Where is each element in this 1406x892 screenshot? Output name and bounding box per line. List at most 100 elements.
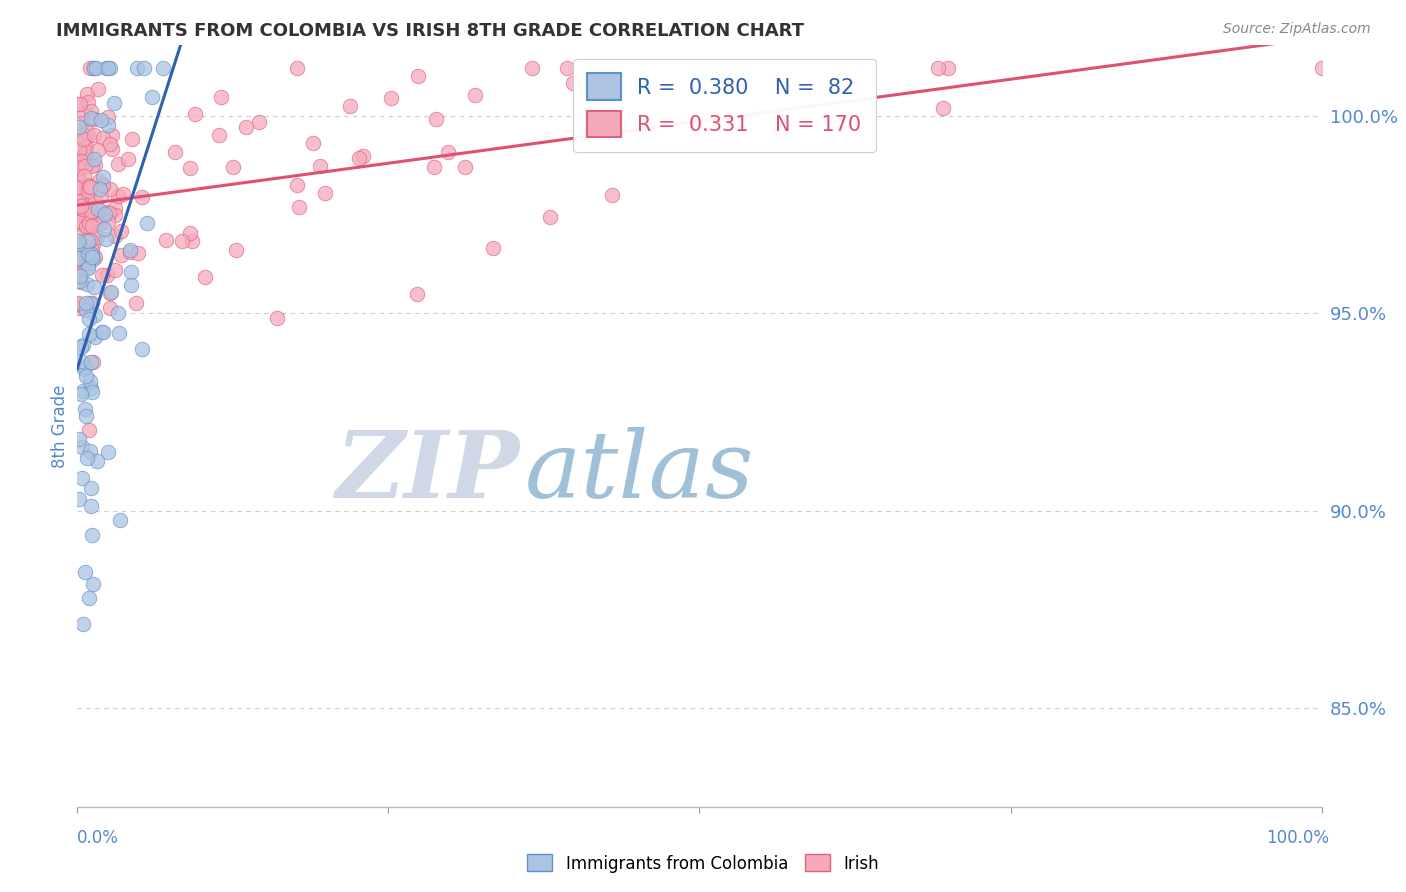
Point [72,338,94,352]
Legend: R =  0.380    N =  82, R =  0.331    N = 170: R = 0.380 N = 82, R = 0.331 N = 170 [572,59,876,152]
Point [97,62,120,76]
Point [83,280,105,294]
Point [209,90,232,104]
Point [80,250,103,264]
Point [73,106,96,120]
Point [425,112,447,126]
Point [602,188,624,202]
Point [288,200,311,214]
Point [76,125,98,139]
Point [104,208,127,222]
Point [100,285,122,299]
Point [184,107,207,121]
Point [104,201,127,215]
Point [89,182,111,196]
Point [72,243,94,257]
Y-axis label: 8th Grade: 8th Grade [51,384,69,467]
Point [103,95,125,110]
Point [75,147,97,161]
Point [94,205,117,219]
Point [91,325,114,339]
Point [79,207,101,221]
Point [104,263,127,277]
Point [66,265,89,279]
Point [69,269,91,284]
Point [66,244,89,258]
Point [82,62,104,76]
Point [117,152,139,166]
Point [75,233,97,247]
Point [208,128,231,143]
Point [66,180,89,194]
Point [69,97,91,112]
Point [80,381,103,395]
Point [79,180,101,194]
Point [66,252,89,267]
Point [69,273,91,287]
Point [98,285,121,300]
Point [104,228,127,243]
Point [76,95,98,109]
Point [111,186,134,201]
Point [69,248,91,262]
Point [70,154,93,169]
Point [94,232,117,246]
Point [120,265,142,279]
Point [98,206,121,220]
Point [73,152,96,166]
Point [70,116,93,130]
Point [91,178,114,193]
Point [89,217,111,231]
Point [380,91,402,105]
Point [73,401,96,416]
Point [120,245,142,260]
Point [76,277,98,291]
Point [80,247,103,261]
Point [75,295,97,310]
Point [179,226,201,240]
Point [75,145,97,160]
Text: 0.0%: 0.0% [77,829,120,847]
Point [97,444,120,458]
Point [67,229,90,244]
Point [314,186,336,200]
Point [91,179,114,194]
Point [67,213,90,227]
Point [66,251,89,265]
Point [91,325,114,339]
Point [73,255,96,269]
Point [69,199,91,213]
Point [72,148,94,162]
Point [100,142,122,156]
Point [69,123,91,137]
Point [80,103,103,118]
Point [79,591,101,605]
Point [96,268,118,282]
Point [90,268,112,282]
Legend: Immigrants from Colombia, Irish: Immigrants from Colombia, Irish [520,847,886,880]
Point [77,178,100,193]
Point [82,384,104,399]
Point [70,186,93,200]
Point [76,260,98,275]
Point [79,327,101,342]
Point [82,252,104,267]
Point [76,87,98,102]
Point [69,353,91,368]
Point [73,169,96,183]
Point [247,115,270,129]
Point [76,450,98,465]
Point [83,62,105,76]
Point [77,312,100,326]
Point [72,179,94,194]
Point [120,278,142,293]
Point [73,202,96,216]
Point [83,152,105,166]
Point [454,160,477,174]
Point [86,230,108,244]
Point [67,120,90,134]
Point [66,201,89,215]
Point [121,132,143,146]
Point [94,62,117,76]
Point [72,616,94,631]
